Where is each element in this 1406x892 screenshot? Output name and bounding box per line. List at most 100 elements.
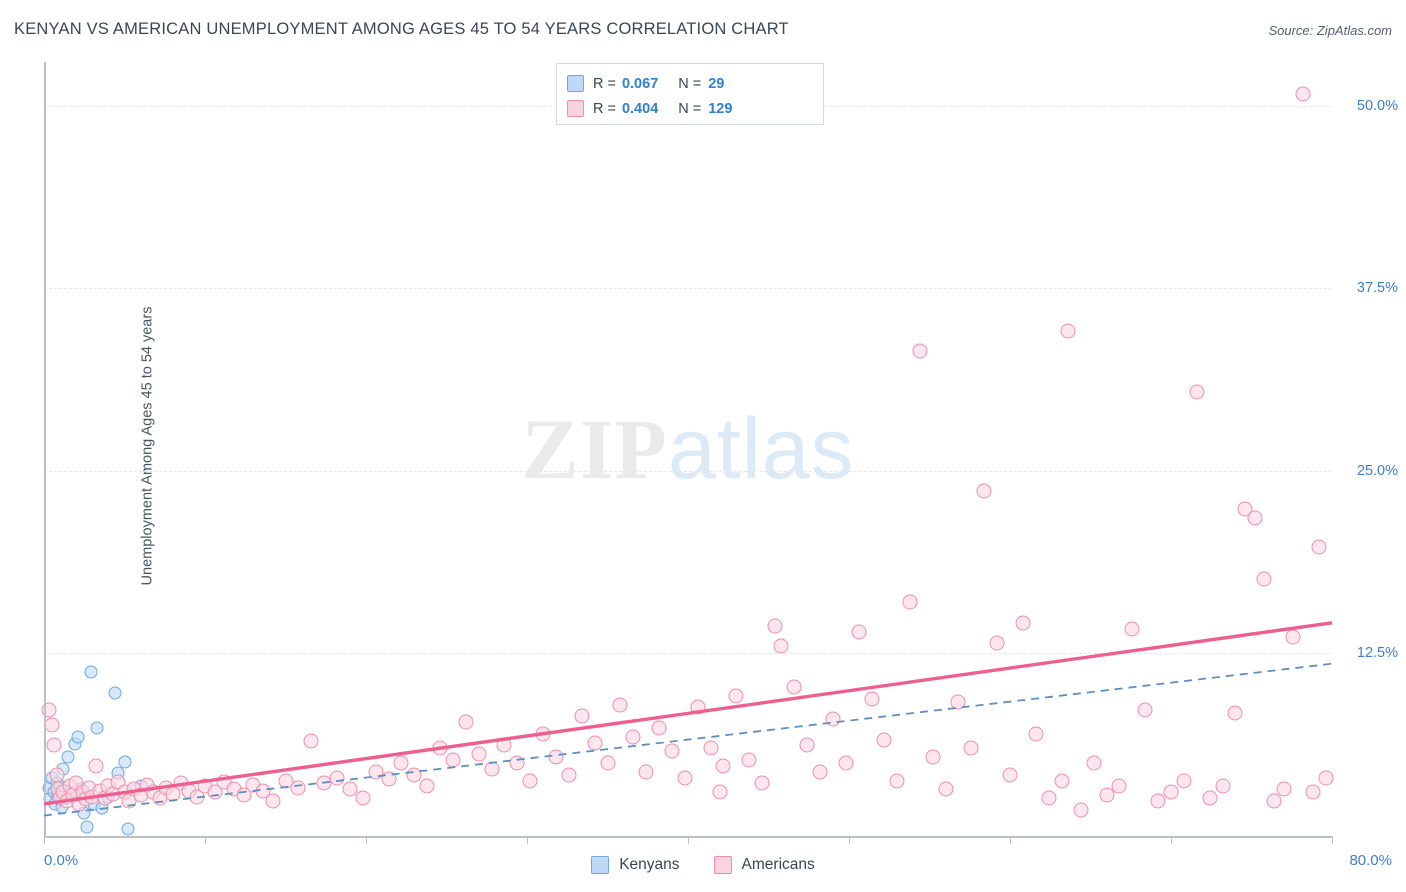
data-point [728,688,744,704]
data-point [600,755,615,771]
series-legend: Kenyans Americans [0,850,1406,880]
y-tick-label: 25.0% [1356,462,1398,479]
data-point [677,770,693,786]
data-point [88,758,104,774]
data-point [1189,384,1205,400]
watermark: ZIPatlas [521,399,854,499]
data-point [651,720,667,736]
kenyans-r-value: 0.067 [621,75,659,92]
data-point [1015,615,1031,631]
data-point [838,755,854,771]
data-point [902,594,918,610]
data-point [1073,802,1089,818]
data-point [548,749,564,765]
data-point [406,767,422,783]
data-point [786,679,802,695]
data-point [1311,539,1327,555]
data-point [889,773,905,788]
data-point [381,771,397,787]
data-point [989,635,1005,651]
data-point [1247,510,1263,526]
gridline [44,653,1332,655]
americans-n-value: 129 [708,100,733,117]
data-point [419,778,435,794]
data-point [535,726,551,742]
data-point [80,820,94,834]
x-tick [1171,836,1172,844]
data-point [265,793,281,809]
legend-item-americans[interactable]: Americans [713,856,815,874]
watermark-zip: ZIP [521,401,668,497]
data-point [484,761,500,777]
data-point [84,665,98,679]
data-point [799,737,815,753]
data-point [1060,323,1076,339]
data-point [1295,86,1311,102]
data-point [864,691,880,707]
data-point [393,755,409,771]
data-point [1111,778,1127,794]
legend-item-kenyans[interactable]: Kenyans [591,856,680,874]
data-point [46,737,62,753]
x-tick [366,836,367,844]
x-tick [688,836,689,844]
data-point [121,822,135,836]
data-point [1285,629,1301,645]
stats-row-americans: R = 0.404 N = 129 [567,96,813,121]
data-point [773,638,789,654]
data-point [1215,778,1231,794]
data-point [445,752,461,768]
data-point [496,737,512,753]
data-point [71,730,85,744]
data-point [587,735,603,751]
data-point [690,699,706,715]
data-point [638,764,654,780]
data-point [44,717,60,733]
data-point [1028,726,1044,742]
data-point [741,752,757,768]
data-point [825,711,841,727]
x-tick [527,836,528,844]
x-tick [205,836,206,844]
data-point [108,686,122,700]
data-point [355,790,371,806]
data-point [574,708,590,724]
data-point [329,770,345,786]
data-point [90,721,104,735]
data-point [1137,702,1153,718]
data-point [61,750,75,764]
x-tick [849,836,850,844]
gridline [44,288,1332,290]
kenyans-n-label: N = [678,75,702,92]
data-point [950,694,966,710]
y-tick-label: 37.5% [1356,280,1398,297]
data-point [1163,784,1179,800]
data-point [1202,790,1218,806]
x-axis-min-label: 0.0% [44,852,79,869]
data-point [1041,790,1057,806]
data-point [49,767,65,783]
data-point [561,767,577,783]
data-point [703,740,719,756]
data-point [851,624,867,640]
x-tick [1010,836,1011,844]
data-point [1276,781,1292,797]
data-point [712,784,728,800]
data-point [625,729,641,745]
data-point [118,755,131,769]
data-point [290,780,306,796]
data-point [612,697,628,713]
data-point [1054,773,1070,788]
data-point [1227,705,1243,721]
plot-area: ZIPatlas [41,62,1334,836]
gridline [44,470,1332,472]
data-point [1318,770,1334,786]
data-point [303,733,319,749]
data-point [471,746,487,762]
legend-label-kenyans: Kenyans [619,856,680,873]
data-point [1176,773,1192,788]
data-point [925,749,941,765]
americans-n-label: N = [678,100,702,117]
americans-legend-swatch-icon [713,856,732,874]
